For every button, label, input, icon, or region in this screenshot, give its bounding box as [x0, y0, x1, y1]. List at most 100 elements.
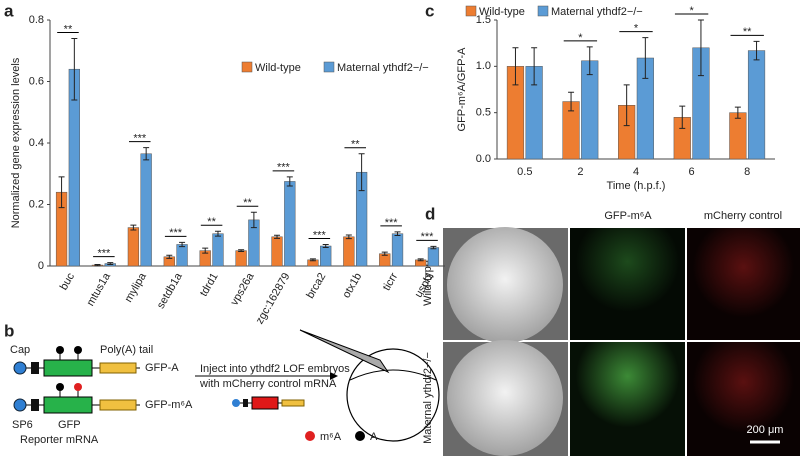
significance-label: ***	[133, 133, 147, 145]
significance-label: ***	[313, 229, 327, 241]
x-tick-label: 0.5	[517, 166, 532, 178]
error-bar	[202, 247, 209, 254]
bar	[176, 244, 188, 267]
x-tick-label: zgc:162879	[254, 271, 293, 326]
panel-d: d GFP-m⁶A mCherry control Wild-type Mate…	[422, 204, 800, 456]
x-tick-label: 4	[633, 166, 639, 178]
error-bar	[753, 40, 760, 61]
y-tick-label: 0.2	[29, 198, 44, 210]
y-tick-label: 1.5	[476, 14, 491, 26]
panel-b: b Cap Poly(A) tail GFP-A GFP-m⁶A SP6 GFP…	[4, 321, 440, 446]
bar	[729, 112, 747, 160]
image	[687, 228, 800, 340]
error-bar	[238, 249, 245, 253]
bar	[140, 153, 152, 267]
significance-label: *	[578, 32, 583, 44]
bar	[127, 227, 140, 267]
gfp-label: GFP	[58, 419, 81, 431]
significance-label: **	[243, 197, 252, 209]
x-axis-label: Time (h.p.f.)	[607, 180, 666, 192]
error-bar	[358, 153, 365, 192]
bar	[235, 250, 247, 267]
embryo-image	[447, 227, 563, 343]
embryo	[299, 329, 440, 442]
legend-swatch	[465, 5, 477, 17]
error-bar	[274, 234, 281, 239]
y-tick-label: 0.6	[29, 75, 44, 87]
error-bar	[214, 230, 221, 237]
error-bar	[143, 147, 150, 161]
arrow-head	[330, 372, 338, 380]
y-tick-label: 0.0	[476, 153, 491, 165]
error-bar	[394, 231, 401, 237]
column-label: GFP-m⁶A	[604, 210, 652, 222]
y-tick-label: 0.4	[29, 137, 44, 149]
panel-label: b	[4, 321, 14, 340]
bar	[343, 236, 355, 267]
row-label: Maternal ythdf2−/−	[422, 352, 434, 444]
error-bar	[322, 243, 329, 249]
panel-label: d	[425, 204, 435, 223]
x-tick-label: 2	[577, 166, 583, 178]
bar	[284, 181, 296, 267]
panel-label: a	[4, 1, 14, 20]
legend-marker	[305, 431, 315, 441]
reporter-label: Reporter mRNA	[20, 434, 99, 446]
significance-label: **	[207, 216, 216, 228]
significance-label: **	[743, 26, 752, 38]
bar	[271, 236, 283, 267]
error-bar	[250, 211, 257, 229]
significance-label: *	[634, 23, 639, 35]
legend-swatch	[241, 61, 253, 73]
error-bar	[679, 105, 686, 129]
error-bar	[107, 262, 114, 265]
embryo-image	[447, 340, 563, 456]
x-tick-label: mtus1a	[85, 270, 114, 308]
x-tick-label: 8	[744, 166, 750, 178]
y-axis-label: GFP-m⁶A/GFP-A	[456, 47, 468, 132]
significance-label: **	[351, 139, 360, 151]
error-bar	[94, 263, 101, 267]
error-bar	[381, 251, 388, 256]
x-tick-label: buc	[58, 271, 78, 293]
error-bar	[58, 176, 65, 209]
significance-label: **	[64, 23, 73, 35]
x-tick-label: ticrr	[381, 271, 401, 293]
error-bar	[130, 224, 137, 231]
legend-label: Wild-type	[479, 6, 525, 18]
cap-label: Cap	[10, 344, 30, 356]
bar	[212, 233, 224, 267]
poly-a-label: Poly(A) tail	[100, 344, 153, 356]
error-bar	[586, 46, 593, 76]
error-bar	[642, 37, 649, 79]
significance-label: ***	[97, 248, 111, 260]
error-bar	[286, 176, 293, 187]
significance-label: *	[689, 5, 694, 17]
construct-m6a-label: GFP-m⁶A	[145, 399, 193, 411]
inject-text: Inject into ythdf2 LOF embryos	[200, 363, 350, 375]
legend-swatch	[537, 5, 549, 17]
significance-label: ***	[385, 217, 399, 229]
construct-m6a	[13, 383, 140, 414]
y-tick-label: 0.8	[29, 14, 44, 26]
bar	[581, 60, 599, 160]
y-tick-label: 0	[38, 260, 44, 272]
error-bar	[734, 106, 741, 119]
error-bar	[166, 254, 173, 259]
x-tick-label: brca2	[304, 271, 328, 301]
bar	[320, 245, 332, 267]
error-bar	[568, 91, 575, 112]
legend-label: A	[370, 431, 378, 443]
bar	[427, 247, 440, 267]
legend-label: m⁶A	[320, 431, 342, 443]
row-label: Wild-type	[422, 260, 434, 306]
x-tick-label: setdb1a	[155, 270, 185, 311]
error-bar	[697, 19, 704, 77]
x-tick-label: mylipa	[123, 270, 150, 304]
legend-swatch	[323, 61, 335, 73]
x-tick-label: 6	[689, 166, 695, 178]
scale-bar-label: 200 μm	[747, 424, 784, 436]
error-bar	[430, 245, 437, 250]
y-tick-label: 1.0	[476, 60, 491, 72]
inject-text: with mCherry control mRNA	[199, 378, 337, 390]
